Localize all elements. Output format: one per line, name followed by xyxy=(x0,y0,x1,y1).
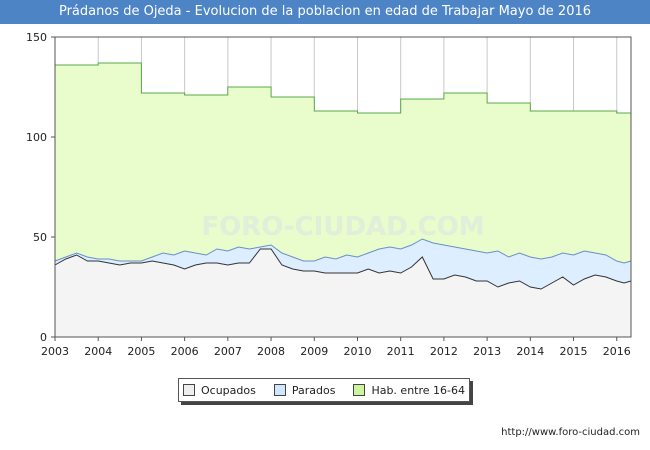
x-tick-label: 2011 xyxy=(387,345,415,358)
x-tick-label: 2005 xyxy=(127,345,155,358)
series-ocupados-line xyxy=(54,248,632,290)
x-tick-label: 2013 xyxy=(473,345,501,358)
x-tick-label: 2003 xyxy=(41,345,69,358)
legend-swatch-hab xyxy=(353,384,366,396)
x-tick-label: 2007 xyxy=(214,345,242,358)
source-url[interactable]: http://www.foro-ciudad.com xyxy=(501,427,640,438)
x-tick-label: 2015 xyxy=(560,345,588,358)
x-tick-label: 2016 xyxy=(603,345,631,358)
axis-layer: 2003 2004 2005 2006 2007 2008 2009 2010 2011 2012… xyxy=(26,31,631,358)
x-tick-label: 2008 xyxy=(257,345,285,358)
series-hab-line xyxy=(55,62,631,114)
x-tick-label: 2014 xyxy=(516,345,544,358)
x-tick-label: 2006 xyxy=(171,345,199,358)
legend-label-ocupados: Ocupados xyxy=(200,383,256,397)
y-tick-label: 150 xyxy=(26,31,47,44)
y-tick-label: 50 xyxy=(33,231,47,244)
y-tick-label: 0 xyxy=(40,331,47,344)
watermark: FORO-CIUDAD.COM xyxy=(201,212,484,242)
legend-item-hab: Hab. entre 16-64 xyxy=(353,384,465,397)
plot-frame xyxy=(54,36,632,338)
legend-swatch-parados xyxy=(273,384,286,396)
chart-title: Prádanos de Ojeda - Evolucion de la pobl… xyxy=(0,0,650,24)
area-layer xyxy=(54,62,632,337)
x-tick-label: 2004 xyxy=(84,345,112,358)
y-tick-label: 100 xyxy=(26,131,47,144)
legend-item-parados: Parados xyxy=(273,383,336,397)
series-ocupados-area xyxy=(55,249,631,337)
x-tick-label: 2012 xyxy=(430,345,458,358)
legend: Ocupados Parados Hab. entre 16-64 xyxy=(178,378,470,402)
legend-item-ocupados: Ocupados xyxy=(182,383,256,397)
legend-label-hab: Hab. entre 16-64 xyxy=(371,383,465,397)
series-parados-line xyxy=(54,238,632,264)
x-tick-label: 2010 xyxy=(343,345,371,358)
legend-swatch-ocupados xyxy=(182,384,195,396)
x-tick-label: 2009 xyxy=(300,345,328,358)
legend-label-parados: Parados xyxy=(291,383,336,397)
